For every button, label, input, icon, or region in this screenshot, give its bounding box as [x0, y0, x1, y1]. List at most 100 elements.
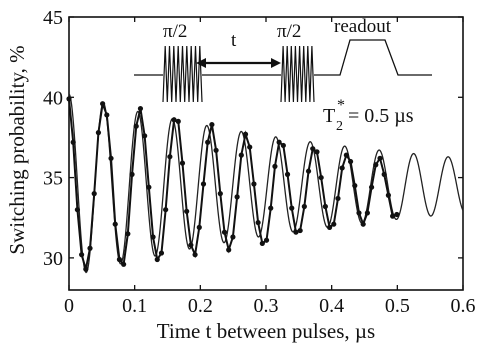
- pulse-oscillation: [280, 45, 315, 103]
- data-point: [154, 256, 160, 263]
- data-point: [158, 250, 165, 256]
- data-point: [284, 171, 291, 177]
- t2-value: = 0.5 µs: [348, 105, 414, 127]
- data-point: [184, 208, 190, 214]
- t2-subscript: 2: [336, 119, 343, 134]
- delay-label: t: [231, 30, 237, 51]
- readout-label: readout: [334, 16, 392, 37]
- data-point: [314, 149, 320, 155]
- data-point: [188, 242, 194, 248]
- data-point: [150, 234, 156, 240]
- data-point: [213, 147, 219, 153]
- data-point: [272, 163, 278, 169]
- data-point: [368, 184, 375, 190]
- data-point: [352, 183, 358, 189]
- pulse-2: [280, 45, 315, 103]
- data-point: [280, 142, 286, 149]
- y-axis-label: Switching probability, %: [5, 45, 29, 254]
- data-point: [347, 158, 354, 165]
- data-point: [259, 240, 265, 247]
- data-point: [91, 191, 97, 197]
- data-point: [390, 213, 396, 219]
- plot-area: [68, 16, 464, 291]
- data-point: [192, 252, 198, 258]
- data-point: [322, 203, 328, 210]
- data-point: [339, 165, 345, 171]
- data-point: [335, 195, 341, 202]
- data-layer: [66, 96, 400, 272]
- data-point: [200, 181, 207, 187]
- delay-arrow-right-head: [271, 58, 281, 68]
- x-axis-label: Time t between pulses, µs: [157, 319, 375, 343]
- data-point: [108, 155, 114, 161]
- data-point: [356, 210, 362, 216]
- data-point: [217, 191, 223, 197]
- data-point: [289, 205, 295, 211]
- data-point: [238, 152, 244, 158]
- pulse-sequence-inset: π/2 t π/2 readout: [134, 16, 432, 103]
- data-point: [301, 203, 307, 210]
- data-point: [83, 266, 89, 272]
- data-point: [104, 112, 110, 118]
- data-point: [79, 252, 85, 258]
- data-point: [70, 139, 76, 145]
- data-point: [242, 131, 249, 137]
- y-tick-label: 40: [43, 87, 63, 109]
- data-point: [100, 101, 106, 107]
- y-tick-label: 45: [43, 7, 63, 29]
- data-point: [305, 168, 312, 174]
- data-point: [326, 224, 333, 230]
- data-point: [209, 121, 215, 128]
- data-point: [66, 96, 72, 102]
- data-point: [87, 245, 93, 251]
- plot-frame: [68, 16, 464, 291]
- axis-ticks: 0 0.1 0.2 0.3 0.4 0.5 0.6 30 35 40 45: [43, 7, 476, 317]
- data-point: [247, 144, 253, 150]
- data-point: [394, 211, 400, 218]
- data-point: [205, 139, 211, 145]
- x-tick-label: 0.2: [188, 295, 213, 317]
- data-point: [226, 247, 232, 253]
- data-point: [116, 256, 123, 263]
- y-tick-label: 30: [43, 248, 63, 270]
- pulse-oscillation: [162, 45, 203, 103]
- data-point: [146, 184, 152, 190]
- data-point: [268, 205, 274, 211]
- data-point: [179, 160, 186, 166]
- data-point: [133, 123, 139, 129]
- x-tick-label: 0.6: [451, 295, 476, 317]
- delay-arrow-left-head: [196, 58, 206, 68]
- data-point: [221, 229, 228, 235]
- pulse1-label: π/2: [163, 21, 187, 42]
- pulse2-label: π/2: [277, 21, 301, 42]
- data-point: [263, 237, 270, 243]
- data-point: [196, 224, 202, 230]
- data-point: [112, 221, 118, 227]
- data-point: [331, 221, 337, 227]
- fit-curve: [68, 93, 464, 274]
- x-tick-label: 0.4: [319, 295, 344, 317]
- data-point: [125, 231, 131, 237]
- pulse-1: [162, 45, 203, 103]
- data-point: [381, 171, 387, 177]
- x-tick-label: 0.5: [385, 295, 410, 317]
- data-point: [251, 181, 257, 187]
- data-point: [373, 162, 379, 168]
- data-point: [175, 118, 181, 124]
- data-point: [343, 152, 349, 158]
- data-point: [163, 207, 169, 213]
- x-tick-label: 0.3: [254, 295, 279, 317]
- data-point: [234, 194, 240, 200]
- t2-annotation: T 2 * = 0.5 µs: [323, 97, 414, 134]
- data-point: [230, 234, 236, 240]
- data-point: [297, 227, 303, 234]
- x-tick-label: 0: [64, 295, 74, 317]
- data-point: [377, 155, 383, 161]
- data-point: [360, 221, 366, 227]
- data-point: [310, 146, 316, 152]
- data-point: [129, 171, 135, 177]
- t2-superscript: *: [337, 97, 345, 114]
- data-point: [137, 105, 144, 112]
- data-point: [276, 139, 282, 145]
